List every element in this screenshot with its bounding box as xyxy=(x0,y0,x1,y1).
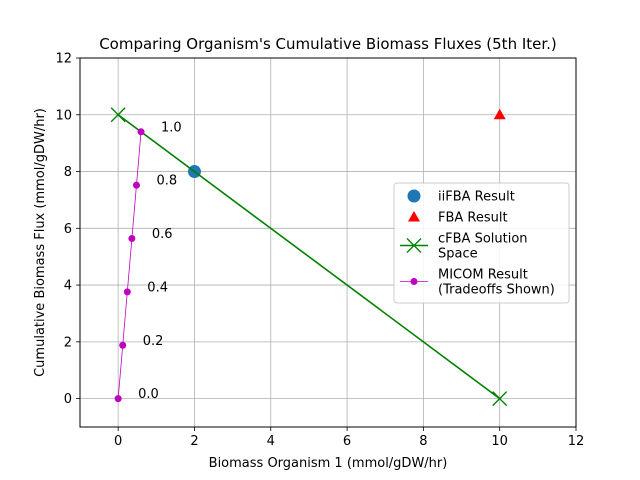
legend-label: (Tradeoffs Shown) xyxy=(438,283,555,298)
tradeoff-annotation: 0.0 xyxy=(138,387,159,402)
legend-label: Space xyxy=(438,247,478,262)
legend-label: iiFBA Result xyxy=(438,190,515,205)
legend-iifba-marker xyxy=(407,189,421,203)
y-tick-label: 4 xyxy=(64,279,72,294)
cfba-line xyxy=(117,114,501,400)
tradeoff-annotation: 0.8 xyxy=(156,174,177,189)
x-tick-label: 0 xyxy=(114,434,122,449)
y-tick-label: 2 xyxy=(64,335,72,350)
cfba-endpoint-marker xyxy=(492,391,508,407)
ticks: 0 2 4 6 8 10 12 0 2 4 6 8 10 12 xyxy=(55,52,584,450)
x-axis-label: Biomass Organism 1 (mmol/gDW/hr) xyxy=(209,456,448,471)
data-layer: 0.0 0.2 0.4 0.6 0.8 1.0 xyxy=(110,107,508,407)
chart-title: Comparing Organism's Cumulative Biomass … xyxy=(99,35,557,53)
legend-label: cFBA Solution xyxy=(438,232,528,247)
y-tick-label: 12 xyxy=(55,52,72,67)
micom-point xyxy=(114,395,122,403)
cfba-endpoint-marker xyxy=(110,107,126,123)
micom-point xyxy=(123,288,131,296)
legend-fba-marker xyxy=(408,211,420,222)
x-tick-label: 12 xyxy=(568,434,585,449)
legend-box xyxy=(393,182,570,304)
x-tick-label: 4 xyxy=(267,434,275,449)
y-axis-label: Cumulative Biomass Flux (mmol/gDW/hr) xyxy=(33,108,48,377)
micom-point xyxy=(137,128,145,136)
legend-label: FBA Result xyxy=(438,211,508,226)
micom-point xyxy=(119,341,127,349)
legend-cfba-marker xyxy=(406,238,422,253)
micom-line xyxy=(117,131,142,399)
legend-label: MICOM Result xyxy=(438,268,528,283)
x-tick-label: 8 xyxy=(419,434,427,449)
legend: iiFBA Result FBA Result cFBA SolutionSpace… xyxy=(393,182,570,304)
x-tick-label: 10 xyxy=(491,434,508,449)
fba-point xyxy=(493,108,506,120)
plot-frame xyxy=(79,57,577,428)
y-tick-label: 0 xyxy=(64,392,72,407)
tradeoff-annotation: 1.0 xyxy=(161,120,182,135)
x-tick-label: 6 xyxy=(343,434,351,449)
tradeoff-annotation: 0.6 xyxy=(152,227,173,242)
tradeoff-annotation: 0.2 xyxy=(143,334,164,349)
tradeoff-annotation: 0.4 xyxy=(147,280,168,295)
micom-point xyxy=(128,235,136,243)
micom-point xyxy=(132,181,140,189)
x-tick-label: 2 xyxy=(190,434,198,449)
y-tick-label: 10 xyxy=(55,108,72,123)
y-tick-label: 8 xyxy=(64,165,72,180)
y-tick-label: 6 xyxy=(64,222,72,237)
legend-micom-marker xyxy=(410,278,418,285)
